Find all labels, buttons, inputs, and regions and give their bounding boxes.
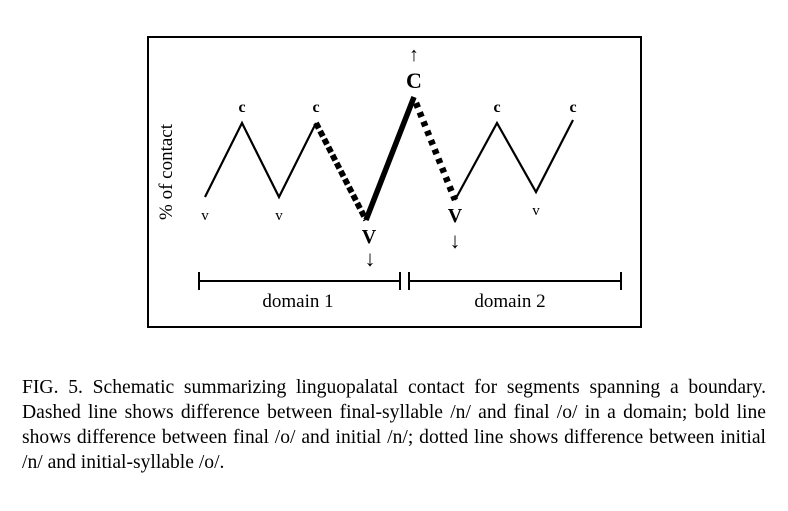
label-c-1: c xyxy=(238,99,245,116)
label-v-3: v xyxy=(532,203,540,219)
figure-frame xyxy=(147,36,642,328)
trajectory-domain2 xyxy=(454,119,574,201)
figure-caption: FIG. 5. Schematic summarizing linguopala… xyxy=(22,377,766,473)
label-c-4: c xyxy=(569,99,576,116)
dotted-line-initial-n-to-initial-o xyxy=(412,101,459,202)
domain-1-bar xyxy=(198,272,401,290)
domain-2-bar xyxy=(408,272,622,290)
dashed-line-final-n-to-final-o xyxy=(313,121,369,222)
arrow-up-icon: ↑ xyxy=(409,44,419,66)
schematic-figure: % of contact v c v c V C V c v c ↑ ↓ ↓ d… xyxy=(147,36,642,328)
label-v-2: v xyxy=(275,208,283,224)
label-c-2: c xyxy=(312,99,319,116)
trajectory-domain1 xyxy=(204,120,317,200)
arrow-down-icon: ↓ xyxy=(450,228,461,253)
label-C-initial: C xyxy=(406,68,422,93)
domain-1-label: domain 1 xyxy=(262,291,333,312)
domain-2-label: domain 2 xyxy=(474,291,545,312)
label-V-initial: V xyxy=(448,205,463,227)
arrow-down-icon: ↓ xyxy=(365,246,376,271)
label-c-3: c xyxy=(493,99,500,116)
y-axis-label: % of contact xyxy=(156,123,177,220)
bold-line-final-o-to-initial-n xyxy=(363,96,417,221)
label-v-1: v xyxy=(201,208,209,224)
label-V-final: V xyxy=(362,226,377,248)
